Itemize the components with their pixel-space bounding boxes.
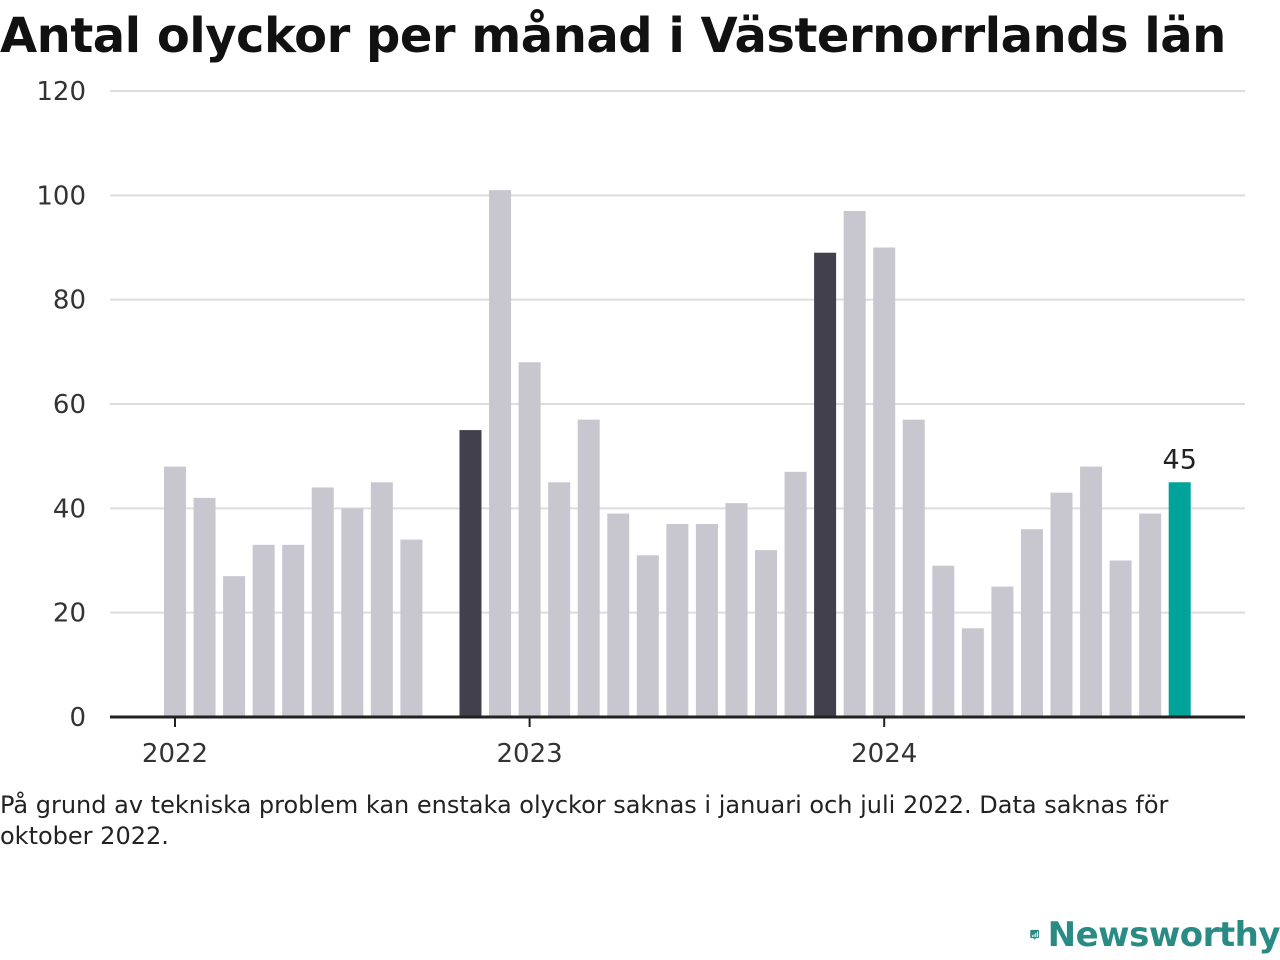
bar-2024-06 bbox=[1020, 529, 1043, 717]
bar-2024-07 bbox=[1050, 492, 1073, 717]
value-labels: 45 bbox=[1163, 444, 1197, 475]
bar-2022-01 bbox=[164, 466, 186, 717]
bar-2023-07 bbox=[695, 523, 718, 717]
y-tick-label: 0 bbox=[69, 703, 86, 733]
bar-2023-11 bbox=[814, 252, 837, 717]
bar-2022-12 bbox=[489, 190, 512, 717]
bar-2023-04 bbox=[607, 513, 630, 717]
bar-2023-03 bbox=[577, 419, 600, 717]
bar-2022-02 bbox=[193, 497, 216, 717]
bar-2024-03 bbox=[932, 565, 955, 717]
bar-2022-07 bbox=[341, 508, 364, 717]
value-label: 45 bbox=[1163, 444, 1197, 475]
bar-2023-12 bbox=[843, 210, 866, 717]
bar-2023-02 bbox=[548, 482, 571, 717]
y-tick-label: 40 bbox=[53, 494, 86, 524]
bar-2022-11 bbox=[459, 430, 482, 717]
bar-2022-08 bbox=[370, 482, 393, 717]
x-tick-label: 2024 bbox=[851, 739, 917, 769]
x-tick-label: 2023 bbox=[497, 739, 563, 769]
brand: Newsworthy bbox=[1030, 910, 1280, 960]
bar-2024-01 bbox=[873, 247, 896, 717]
y-tick-label: 80 bbox=[53, 286, 86, 316]
x-axis: 2022 2023 2024 bbox=[110, 715, 1245, 769]
bars bbox=[164, 190, 1191, 717]
y-tick-label: 20 bbox=[53, 599, 86, 629]
y-tick-label: 100 bbox=[36, 181, 86, 211]
y-tick-label: 60 bbox=[53, 390, 86, 420]
bar-chart: 0 20 40 60 80 100 120 2022 2023 2024 45 bbox=[36, 77, 1245, 769]
y-axis-ticks: 0 20 40 60 80 100 120 bbox=[36, 77, 86, 733]
bar-2023-10 bbox=[784, 471, 807, 717]
bar-2023-09 bbox=[755, 550, 777, 717]
brand-name: Newsworthy bbox=[1047, 915, 1280, 955]
newsworthy-logo-icon bbox=[1030, 929, 1039, 941]
bar-2024-09 bbox=[1109, 560, 1132, 717]
footnote: På grund av tekniska problem kan enstaka… bbox=[0, 791, 1169, 850]
bar-2024-10 bbox=[1139, 513, 1162, 717]
bar-2023-05 bbox=[636, 555, 659, 717]
bar-2024-11 bbox=[1168, 482, 1191, 717]
x-tick-label: 2022 bbox=[142, 739, 208, 769]
bar-2022-06 bbox=[311, 487, 334, 717]
bar-2022-04 bbox=[252, 544, 275, 717]
bar-2023-08 bbox=[725, 503, 748, 717]
bar-2024-08 bbox=[1080, 466, 1103, 717]
y-tick-label: 120 bbox=[36, 77, 86, 107]
bar-2022-09 bbox=[400, 539, 423, 717]
chart-title: Antal olyckor per månad i Västernorrland… bbox=[0, 8, 1226, 64]
bar-2022-05 bbox=[282, 544, 305, 717]
bar-2024-02 bbox=[902, 419, 925, 717]
bar-2024-04 bbox=[961, 628, 984, 717]
bar-2023-01 bbox=[518, 362, 541, 717]
bar-2024-05 bbox=[991, 586, 1014, 717]
bar-2022-03 bbox=[223, 576, 246, 717]
bar-2023-06 bbox=[666, 523, 689, 717]
